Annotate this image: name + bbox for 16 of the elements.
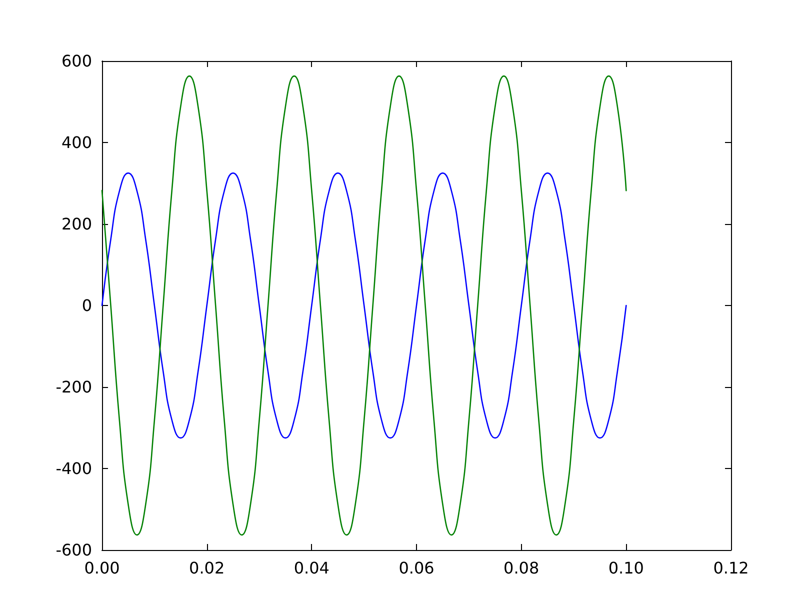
x-tick-label: 0.10 (608, 558, 644, 578)
y-tick-label: -200 (56, 378, 92, 396)
y-tick-label: -400 (56, 459, 92, 478)
x-tick-label: 0.06 (398, 558, 434, 578)
y-tick-label: 600 (61, 52, 92, 70)
y-tick-label: -600 (56, 540, 92, 560)
y-tick-label: 0 (82, 296, 92, 315)
line-series (101, 172, 627, 439)
x-tick-label: 0.04 (294, 558, 330, 578)
y-tick-label: 200 (61, 214, 92, 234)
y-tick-label: 400 (61, 133, 92, 152)
x-tick-label: 0.08 (504, 558, 540, 578)
x-tick-label: 0.12 (713, 558, 749, 578)
x-tick-label: 0.00 (84, 558, 120, 578)
line-series (101, 75, 627, 536)
x-tick-label: 0.02 (189, 558, 225, 578)
